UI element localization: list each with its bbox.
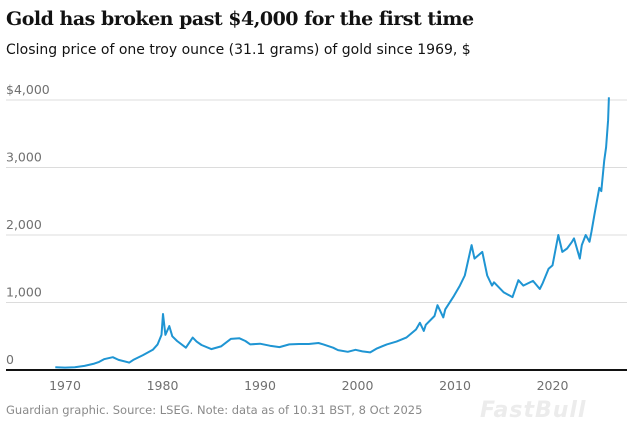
y-tick-label: 2,000 <box>6 217 42 232</box>
y-tick-label: 0 <box>6 352 14 367</box>
y-tick-label: 3,000 <box>6 150 42 165</box>
line-chart: 0 1,000 2,000 3,000 $4,000 1970 1980 1990 2000 2… <box>6 82 627 393</box>
x-tick-label: 1970 <box>49 378 81 393</box>
y-axis-ticks: 0 1,000 2,000 3,000 $4,000 <box>6 82 50 367</box>
x-tick-label: 2000 <box>342 378 374 393</box>
watermark-logo: FastBull <box>480 398 587 423</box>
source-note: Guardian graphic. Source: LSEG. Note: da… <box>6 403 423 417</box>
y-tick-label: $4,000 <box>6 82 50 97</box>
x-tick-label: 2010 <box>439 378 471 393</box>
chart-subtitle: Closing price of one troy ounce (31.1 gr… <box>6 42 471 58</box>
gold-price-line <box>55 97 610 369</box>
y-tick-label: 1,000 <box>6 285 42 300</box>
x-tick-label: 1990 <box>244 378 276 393</box>
chart-title: Gold has broken past $4,000 for the firs… <box>6 8 474 30</box>
x-axis-ticks: 1970 1980 1990 2000 2010 2020 <box>49 378 568 393</box>
x-tick-label: 1980 <box>147 378 179 393</box>
gridlines <box>6 99 627 303</box>
x-tick-label: 2020 <box>537 378 569 393</box>
